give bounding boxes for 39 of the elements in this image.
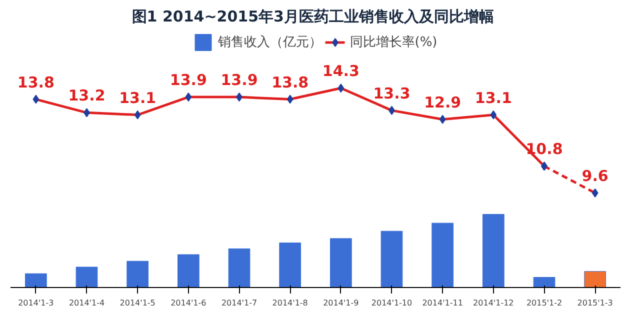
bar: [533, 277, 556, 288]
x-tick-label: 2014'1-3: [18, 298, 54, 308]
x-tick-label: 2014'1-12: [473, 298, 514, 308]
x-tick-label: 2014'1-4: [68, 298, 105, 308]
data-label: 10.8: [526, 140, 563, 158]
data-label: 13.8: [17, 73, 54, 92]
data-label: 9.6: [582, 166, 608, 185]
data-label: 14.3: [322, 62, 360, 80]
data-label: 13.2: [68, 86, 106, 105]
legend-label: 同比增长率(%): [350, 34, 438, 51]
bar: [177, 254, 200, 288]
x-tick-label: 2014'1-11: [422, 298, 463, 308]
data-label: 13.3: [373, 84, 410, 102]
bar: [24, 273, 47, 288]
chart-title: 图1 2014~2015年3月医药工业销售收入及同比增幅: [132, 8, 494, 26]
bar: [126, 260, 149, 288]
x-tick-label: 2014'1-7: [221, 298, 258, 308]
bar: [482, 214, 504, 288]
bar: [432, 222, 454, 288]
data-label: 13.1: [474, 88, 512, 107]
data-label: 13.9: [220, 71, 258, 90]
data-label: 13.9: [170, 71, 207, 90]
data-label: 13.1: [119, 88, 156, 107]
bar: [279, 242, 302, 288]
x-tick-label: 2015'1-3: [577, 298, 613, 308]
x-tick-label: 2014'1-10: [371, 298, 412, 308]
bar: [76, 266, 98, 288]
x-tick-label: 2014'1-8: [272, 298, 308, 308]
x-tick-label: 2014'1-6: [170, 298, 206, 308]
x-tick-label: 2014'1-9: [323, 298, 359, 308]
bar: [330, 238, 352, 288]
bar: [380, 230, 403, 288]
data-label: 12.9: [424, 93, 462, 112]
bar: [228, 248, 250, 288]
data-label: 13.8: [272, 73, 309, 92]
x-tick-label: 2014'1-5: [120, 298, 156, 308]
x-tick-label: 2015'1-2: [526, 298, 562, 308]
bar: [584, 271, 606, 288]
legend-label: 销售收入（亿元）: [218, 34, 322, 51]
